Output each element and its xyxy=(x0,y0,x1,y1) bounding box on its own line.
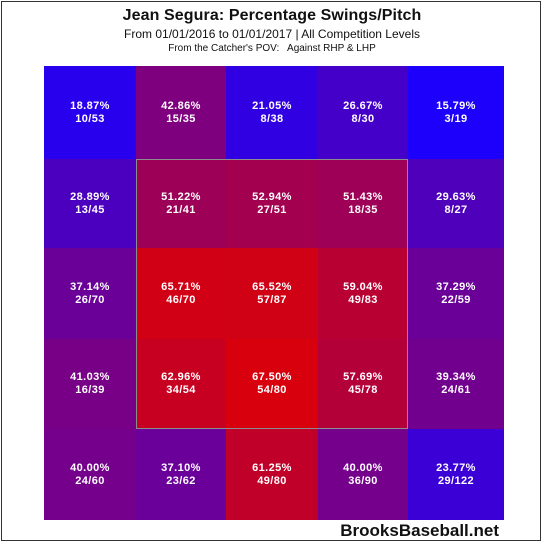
cell-count: 15/35 xyxy=(166,112,196,125)
heatmap-grid: 18.87% 10/53 42.86% 15/35 21.05% 8/38 26.67% 8/… xyxy=(44,66,504,520)
cell-count: 54/80 xyxy=(257,384,287,396)
cell-count: 29/122 xyxy=(437,474,475,487)
heatmap-cell: 28.89% 13/45 xyxy=(44,159,136,248)
cell-percentage: 62.96% xyxy=(161,371,201,383)
cell-percentage: 37.10% xyxy=(161,461,201,474)
heatmap-cell: 59.04% 49/83 xyxy=(318,248,408,339)
cell-percentage: 29.63% xyxy=(436,190,476,203)
heatmap-cell: 65.52% 57/87 xyxy=(226,248,318,339)
cell-count: 49/80 xyxy=(257,474,287,487)
cell-count: 46/70 xyxy=(166,293,196,306)
cell-percentage: 39.34% xyxy=(436,371,476,383)
heatmap-cell: 40.00% 24/60 xyxy=(44,429,136,520)
cell-count: 16/39 xyxy=(75,384,105,396)
cell-count: 8/27 xyxy=(444,203,468,216)
cell-count: 36/90 xyxy=(348,474,378,487)
cell-percentage: 51.22% xyxy=(161,190,201,203)
cell-percentage: 37.14% xyxy=(70,280,110,293)
cell-percentage: 52.94% xyxy=(252,190,292,203)
cell-percentage: 40.00% xyxy=(70,461,110,474)
heatmap-cell: 26.67% 8/30 xyxy=(318,66,408,159)
cell-percentage: 18.87% xyxy=(70,99,110,112)
cell-count: 34/54 xyxy=(166,384,196,396)
heatmap-cell: 57.69% 45/78 xyxy=(318,339,408,429)
heatmap-cell: 37.14% 26/70 xyxy=(44,248,136,339)
cell-count: 57/87 xyxy=(257,293,287,306)
cell-percentage: 21.05% xyxy=(252,99,292,112)
heatmap-cell: 29.63% 8/27 xyxy=(408,159,504,248)
heatmap-cell: 18.87% 10/53 xyxy=(44,66,136,159)
cell-count: 18/35 xyxy=(348,203,378,216)
cell-percentage: 26.67% xyxy=(343,99,383,112)
cell-count: 22/59 xyxy=(441,293,471,306)
cell-count: 24/61 xyxy=(441,384,471,396)
heatmap-cell: 67.50% 54/80 xyxy=(226,339,318,429)
cell-percentage: 65.52% xyxy=(252,280,292,293)
cell-percentage: 40.00% xyxy=(343,461,383,474)
cell-percentage: 59.04% xyxy=(343,280,383,293)
heatmap-cell: 15.79% 3/19 xyxy=(408,66,504,159)
heatmap-cell: 39.34% 24/61 xyxy=(408,339,504,429)
cell-percentage: 41.03% xyxy=(70,371,110,383)
cell-percentage: 28.89% xyxy=(70,190,110,203)
brand-watermark: BrooksBaseball.net xyxy=(340,521,499,540)
heatmap-cell: 52.94% 27/51 xyxy=(226,159,318,248)
cell-percentage: 23.77% xyxy=(436,461,476,474)
cell-percentage: 65.71% xyxy=(161,280,201,293)
cell-count: 8/38 xyxy=(260,112,284,125)
cell-count: 24/60 xyxy=(75,474,105,487)
heatmap-cell: 37.29% 22/59 xyxy=(408,248,504,339)
heatmap-cell: 23.77% 29/122 xyxy=(408,429,504,520)
cell-percentage: 15.79% xyxy=(436,99,476,112)
cell-percentage: 57.69% xyxy=(343,371,383,383)
heatmap-cell: 51.43% 18/35 xyxy=(318,159,408,248)
heatmap-cell: 37.10% 23/62 xyxy=(136,429,226,520)
cell-count: 8/30 xyxy=(351,112,375,125)
cell-count: 27/51 xyxy=(257,203,287,216)
cell-count: 23/62 xyxy=(166,474,196,487)
cell-percentage: 37.29% xyxy=(436,280,476,293)
cell-count: 21/41 xyxy=(166,203,196,216)
heatmap-cell: 62.96% 34/54 xyxy=(136,339,226,429)
heatmap-cell: 41.03% 16/39 xyxy=(44,339,136,429)
heatmap-cell: 51.22% 21/41 xyxy=(136,159,226,248)
cell-percentage: 51.43% xyxy=(343,190,383,203)
pov-note: From the Catcher's POV: Against RHP & LH… xyxy=(168,43,376,54)
cell-percentage: 61.25% xyxy=(252,461,292,474)
heatmap-cell: 42.86% 15/35 xyxy=(136,66,226,159)
cell-count: 13/45 xyxy=(75,203,105,216)
cell-count: 10/53 xyxy=(75,112,105,125)
cell-percentage: 42.86% xyxy=(161,99,201,112)
cell-percentage: 67.50% xyxy=(252,371,292,383)
cell-count: 26/70 xyxy=(75,293,105,306)
heatmap-cell: 21.05% 8/38 xyxy=(226,66,318,159)
heatmap-cell: 61.25% 49/80 xyxy=(226,429,318,520)
cell-count: 45/78 xyxy=(348,384,378,396)
cell-count: 49/83 xyxy=(348,293,378,306)
chart-subtitle: From 01/01/2016 to 01/01/2017 | All Comp… xyxy=(124,27,420,41)
heatmap-cell: 40.00% 36/90 xyxy=(318,429,408,520)
chart-title: Jean Segura: Percentage Swings/Pitch xyxy=(122,7,422,24)
cell-count: 3/19 xyxy=(444,112,468,125)
heatmap-cell: 65.71% 46/70 xyxy=(136,248,226,339)
